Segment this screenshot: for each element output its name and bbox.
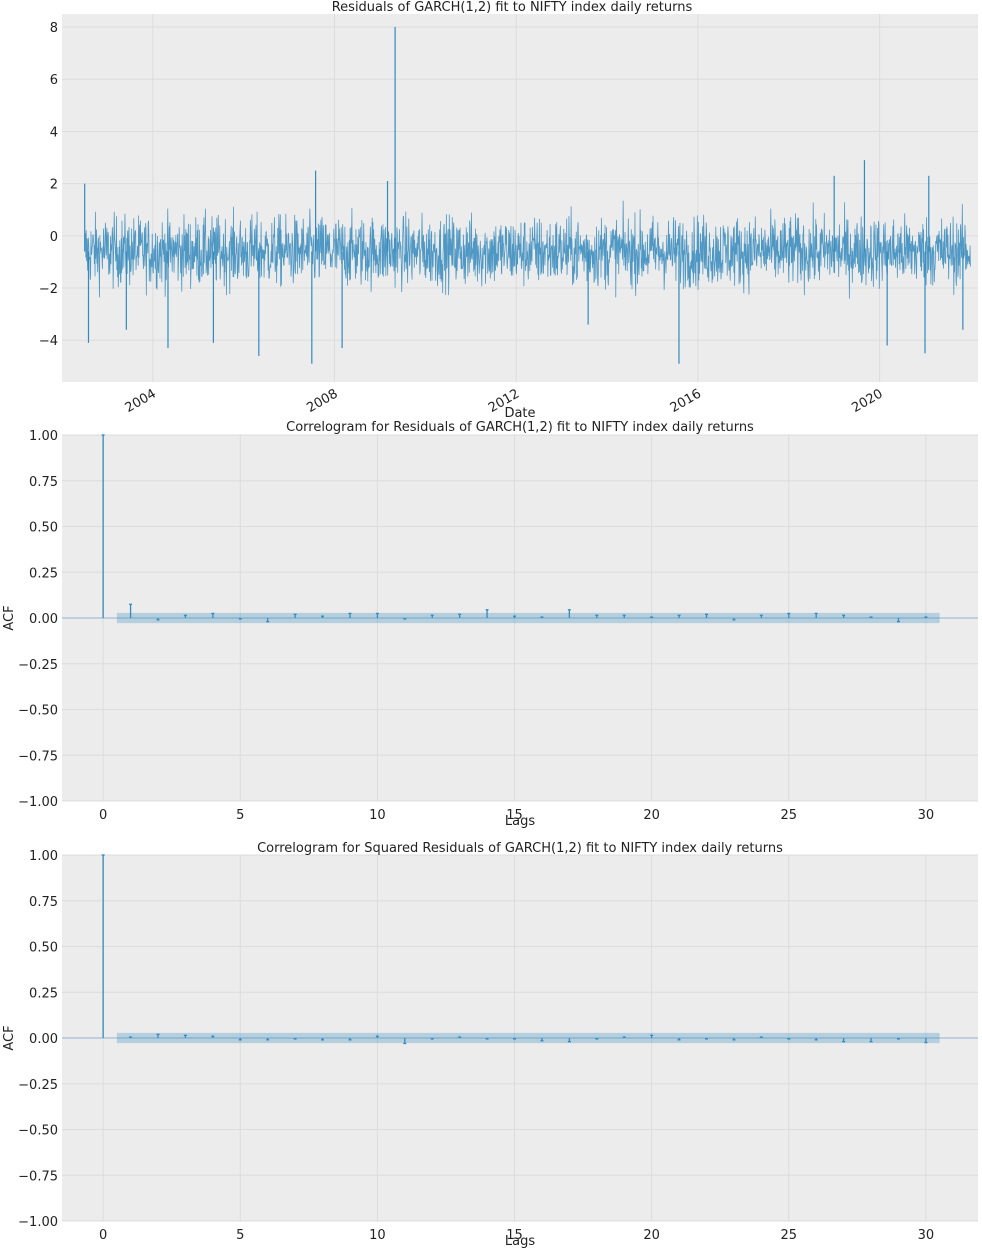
y-tick-label: 0.00: [29, 612, 58, 627]
x-tick-label: 15: [506, 1228, 523, 1243]
confidence-band: [116, 612, 940, 624]
residual-series-line: [84, 200, 971, 299]
x-tick-label: 5: [236, 1228, 244, 1243]
acf-squared-residuals-chart: 1.00 0.75 0.50 0.25 0.00 −0.25 −0.50 −0.75 −1.00…: [2, 841, 978, 1249]
y-tick-label: 0.25: [29, 566, 58, 581]
y-tick-label: 4: [50, 125, 58, 140]
y-tick-label: −0.25: [18, 1078, 58, 1093]
x-tick-label: 2004: [123, 386, 159, 416]
x-tick-label: 30: [918, 808, 935, 823]
chart-title: Residuals of GARCH(1,2) fit to NIFTY ind…: [332, 0, 693, 15]
x-tick-label: 5: [236, 808, 244, 823]
y-tick-label: 2: [50, 178, 58, 193]
y-tick-label: −0.75: [18, 1169, 58, 1184]
x-tick-label: 25: [780, 808, 797, 823]
x-tick-label: 0: [99, 808, 107, 823]
acf-residuals-chart: 1.00 0.75 0.50 0.25 0.00 −0.25 −0.50 −0.75 −1.00…: [2, 420, 978, 829]
y-tick-label: 0.00: [29, 1032, 58, 1047]
chart-title: Correlogram for Squared Residuals of GAR…: [257, 841, 783, 856]
x-tick-label: 20: [643, 808, 660, 823]
x-axis-label: Date: [504, 406, 535, 421]
x-tick-label: 10: [369, 1228, 386, 1243]
x-axis-label: Lags: [505, 814, 535, 829]
y-axis-label: ACF: [2, 1025, 17, 1050]
confidence-band: [116, 1032, 940, 1044]
y-tick-label: −0.50: [18, 704, 58, 719]
y-tick-label: −1.00: [18, 795, 58, 810]
y-tick-label: 0.25: [29, 986, 58, 1001]
x-tick-label: 30: [918, 1228, 935, 1243]
y-tick-label: 1.00: [29, 429, 58, 444]
y-tick-label: 8: [50, 21, 58, 36]
y-tick-label: 1.00: [29, 849, 58, 864]
y-tick-label: −0.75: [18, 749, 58, 764]
y-tick-label: −4: [39, 334, 58, 349]
y-tick-label: 0: [50, 230, 58, 245]
y-tick-label: −0.50: [18, 1124, 58, 1139]
x-axis-label: Lags: [505, 1234, 535, 1249]
x-tick-label: 15: [506, 808, 523, 823]
plot-background: [62, 14, 978, 382]
y-tick-label: −1.00: [18, 1215, 58, 1230]
y-tick-label: 0.75: [29, 895, 58, 910]
y-tick-label: −2: [39, 282, 58, 297]
y-axis-label: ACF: [2, 605, 17, 630]
x-tick-label: 0: [99, 1228, 107, 1243]
x-tick-label: 10: [369, 808, 386, 823]
x-tick-label: 25: [780, 1228, 797, 1243]
y-tick-label: 6: [50, 73, 58, 88]
x-tick-label: 2016: [668, 386, 704, 416]
y-tick-label: 0.50: [29, 941, 58, 956]
y-tick-label: 0.50: [29, 521, 58, 536]
y-tick-label: 0.75: [29, 475, 58, 490]
x-tick-label: 2020: [849, 386, 885, 416]
y-tick-label: −0.25: [18, 658, 58, 673]
x-tick-label: 20: [643, 1228, 660, 1243]
chart-title: Correlogram for Residuals of GARCH(1,2) …: [286, 420, 754, 435]
x-tick-label: 2008: [304, 386, 340, 416]
